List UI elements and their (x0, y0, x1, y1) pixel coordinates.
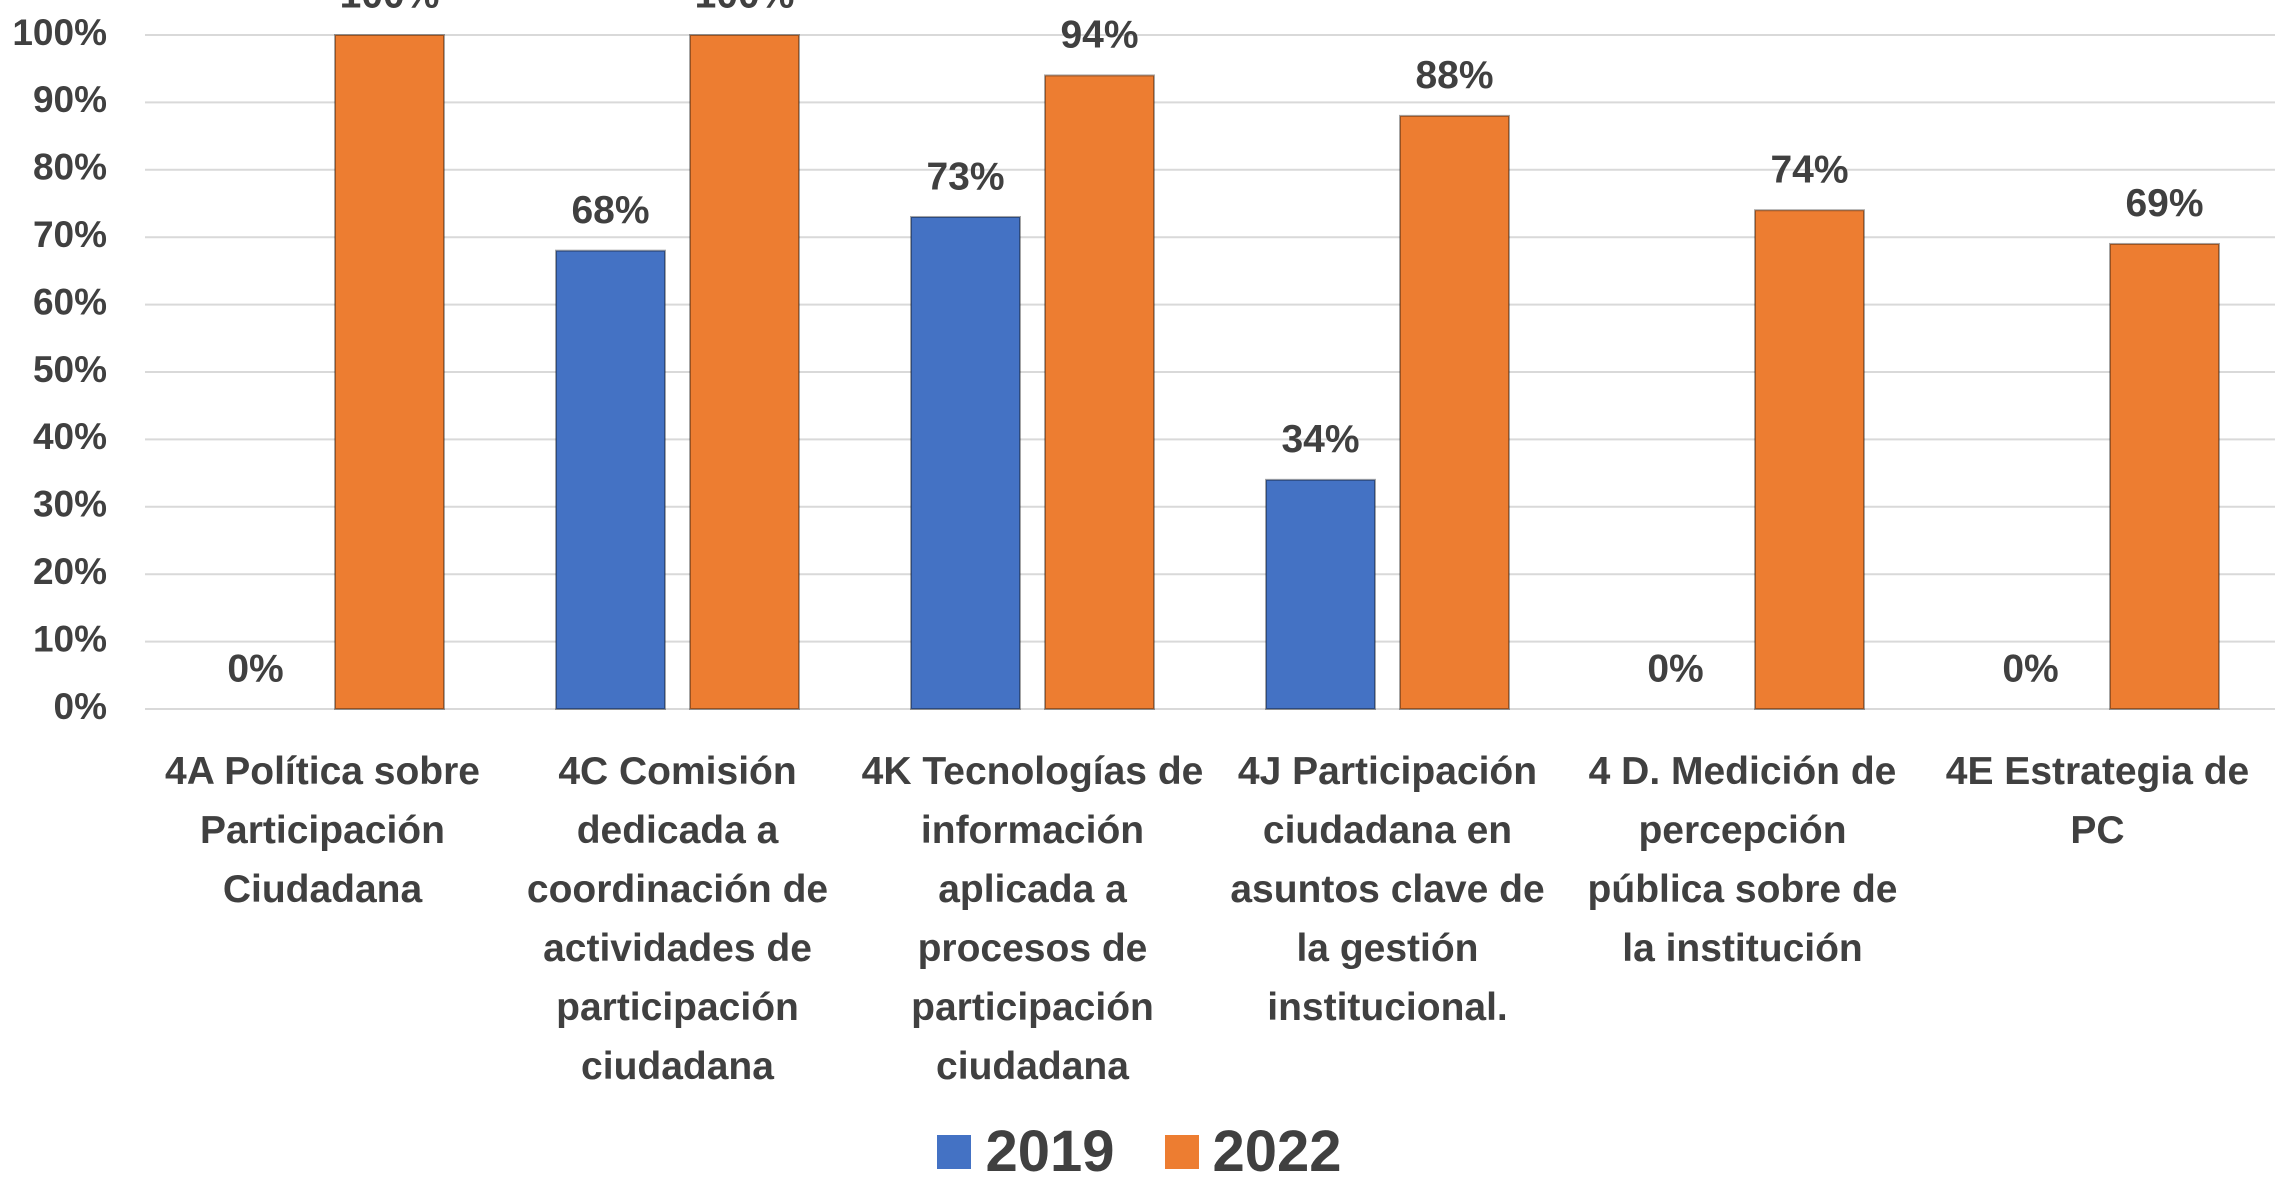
data-label: 73% (926, 155, 1004, 198)
data-label: 74% (1770, 149, 1848, 192)
bar (555, 249, 666, 710)
x-tick-label: 4J Participación ciudadana en asuntos cl… (1230, 750, 1545, 1029)
x-tick-label: 4A Política sobre Participación Ciudadan… (165, 750, 480, 911)
y-tick-label: 20% (33, 551, 107, 592)
bar (1754, 209, 1865, 711)
bar (1265, 478, 1376, 710)
bar (2109, 242, 2220, 710)
x-tick-label: 4E Estrategia de PC (1945, 750, 2250, 852)
y-tick-label: 10% (33, 618, 107, 659)
bar (910, 215, 1021, 710)
legend-swatch (937, 1134, 972, 1169)
y-tick-label: 40% (33, 416, 107, 457)
legend-item: 2019 (937, 1118, 1115, 1185)
y-tick-label: 60% (33, 281, 107, 322)
legend-item: 2022 (1164, 1118, 1342, 1185)
y-tick-label: 80% (33, 147, 107, 188)
data-label: 100% (695, 0, 795, 16)
data-label: 0% (1647, 647, 1703, 690)
y-tick-label: 0% (54, 686, 107, 727)
data-label: 94% (1060, 14, 1138, 57)
y-tick-label: 30% (33, 484, 107, 525)
legend-label: 2019 (985, 1119, 1115, 1184)
data-label: 100% (340, 0, 440, 16)
bar (1044, 74, 1155, 710)
y-tick-label: 70% (33, 214, 107, 255)
y-tick-label: 100% (12, 12, 107, 53)
bar (689, 34, 800, 710)
x-tick-label: 4 D. Medición de percepción pública sobr… (1587, 750, 1898, 970)
y-tick-label: 50% (33, 349, 107, 390)
data-label: 0% (2002, 647, 2058, 690)
legend: 2019 2022 (0, 1118, 2279, 1185)
legend-label: 2022 (1212, 1119, 1342, 1184)
data-label: 0% (227, 647, 283, 690)
data-label: 68% (571, 189, 649, 232)
bar (334, 34, 445, 710)
y-tick-label: 90% (33, 79, 107, 120)
data-label: 88% (1415, 54, 1493, 97)
legend-swatch (1164, 1134, 1199, 1169)
data-label: 69% (2125, 182, 2203, 225)
bar (1399, 114, 1510, 710)
data-label: 34% (1281, 418, 1359, 461)
x-tick-label: 4K Tecnologías de información aplicada a… (861, 750, 1204, 1088)
x-tick-label: 4C Comisión dedicada a coordinación de a… (526, 750, 829, 1088)
